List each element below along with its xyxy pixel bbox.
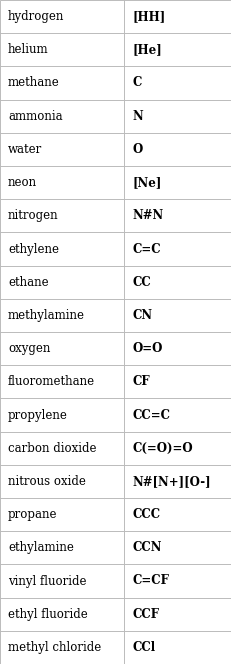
Text: propane: propane — [8, 508, 57, 521]
Text: hydrogen: hydrogen — [8, 10, 64, 23]
Text: nitrous oxide: nitrous oxide — [8, 475, 86, 488]
Text: N: N — [132, 110, 142, 123]
Text: propylene: propylene — [8, 408, 68, 422]
Text: ammonia: ammonia — [8, 110, 62, 123]
Text: [He]: [He] — [132, 43, 161, 56]
Text: C=C: C=C — [132, 242, 160, 256]
Text: oxygen: oxygen — [8, 342, 50, 355]
Text: N#N: N#N — [132, 209, 163, 222]
Text: fluoromethane: fluoromethane — [8, 375, 95, 388]
Text: methylamine: methylamine — [8, 309, 85, 322]
Text: methane: methane — [8, 76, 60, 90]
Text: ethylene: ethylene — [8, 242, 59, 256]
Text: CC: CC — [132, 276, 150, 289]
Text: CF: CF — [132, 375, 149, 388]
Text: CCl: CCl — [132, 641, 155, 654]
Text: methyl chloride: methyl chloride — [8, 641, 101, 654]
Text: CN: CN — [132, 309, 152, 322]
Text: nitrogen: nitrogen — [8, 209, 58, 222]
Text: neon: neon — [8, 176, 37, 189]
Text: carbon dioxide: carbon dioxide — [8, 442, 96, 455]
Text: CCN: CCN — [132, 541, 161, 554]
Text: CC=C: CC=C — [132, 408, 170, 422]
Text: [HH]: [HH] — [132, 10, 165, 23]
Text: N#[N+][O-]: N#[N+][O-] — [132, 475, 210, 488]
Text: [Ne]: [Ne] — [132, 176, 161, 189]
Text: helium: helium — [8, 43, 49, 56]
Text: ethyl fluoride: ethyl fluoride — [8, 608, 88, 621]
Text: vinyl fluoride: vinyl fluoride — [8, 574, 86, 588]
Text: ethane: ethane — [8, 276, 49, 289]
Text: C: C — [132, 76, 141, 90]
Text: CCF: CCF — [132, 608, 158, 621]
Text: water: water — [8, 143, 42, 156]
Text: O: O — [132, 143, 142, 156]
Text: ethylamine: ethylamine — [8, 541, 74, 554]
Text: O=O: O=O — [132, 342, 162, 355]
Text: C=CF: C=CF — [132, 574, 168, 588]
Text: CCC: CCC — [132, 508, 160, 521]
Text: C(=O)=O: C(=O)=O — [132, 442, 192, 455]
